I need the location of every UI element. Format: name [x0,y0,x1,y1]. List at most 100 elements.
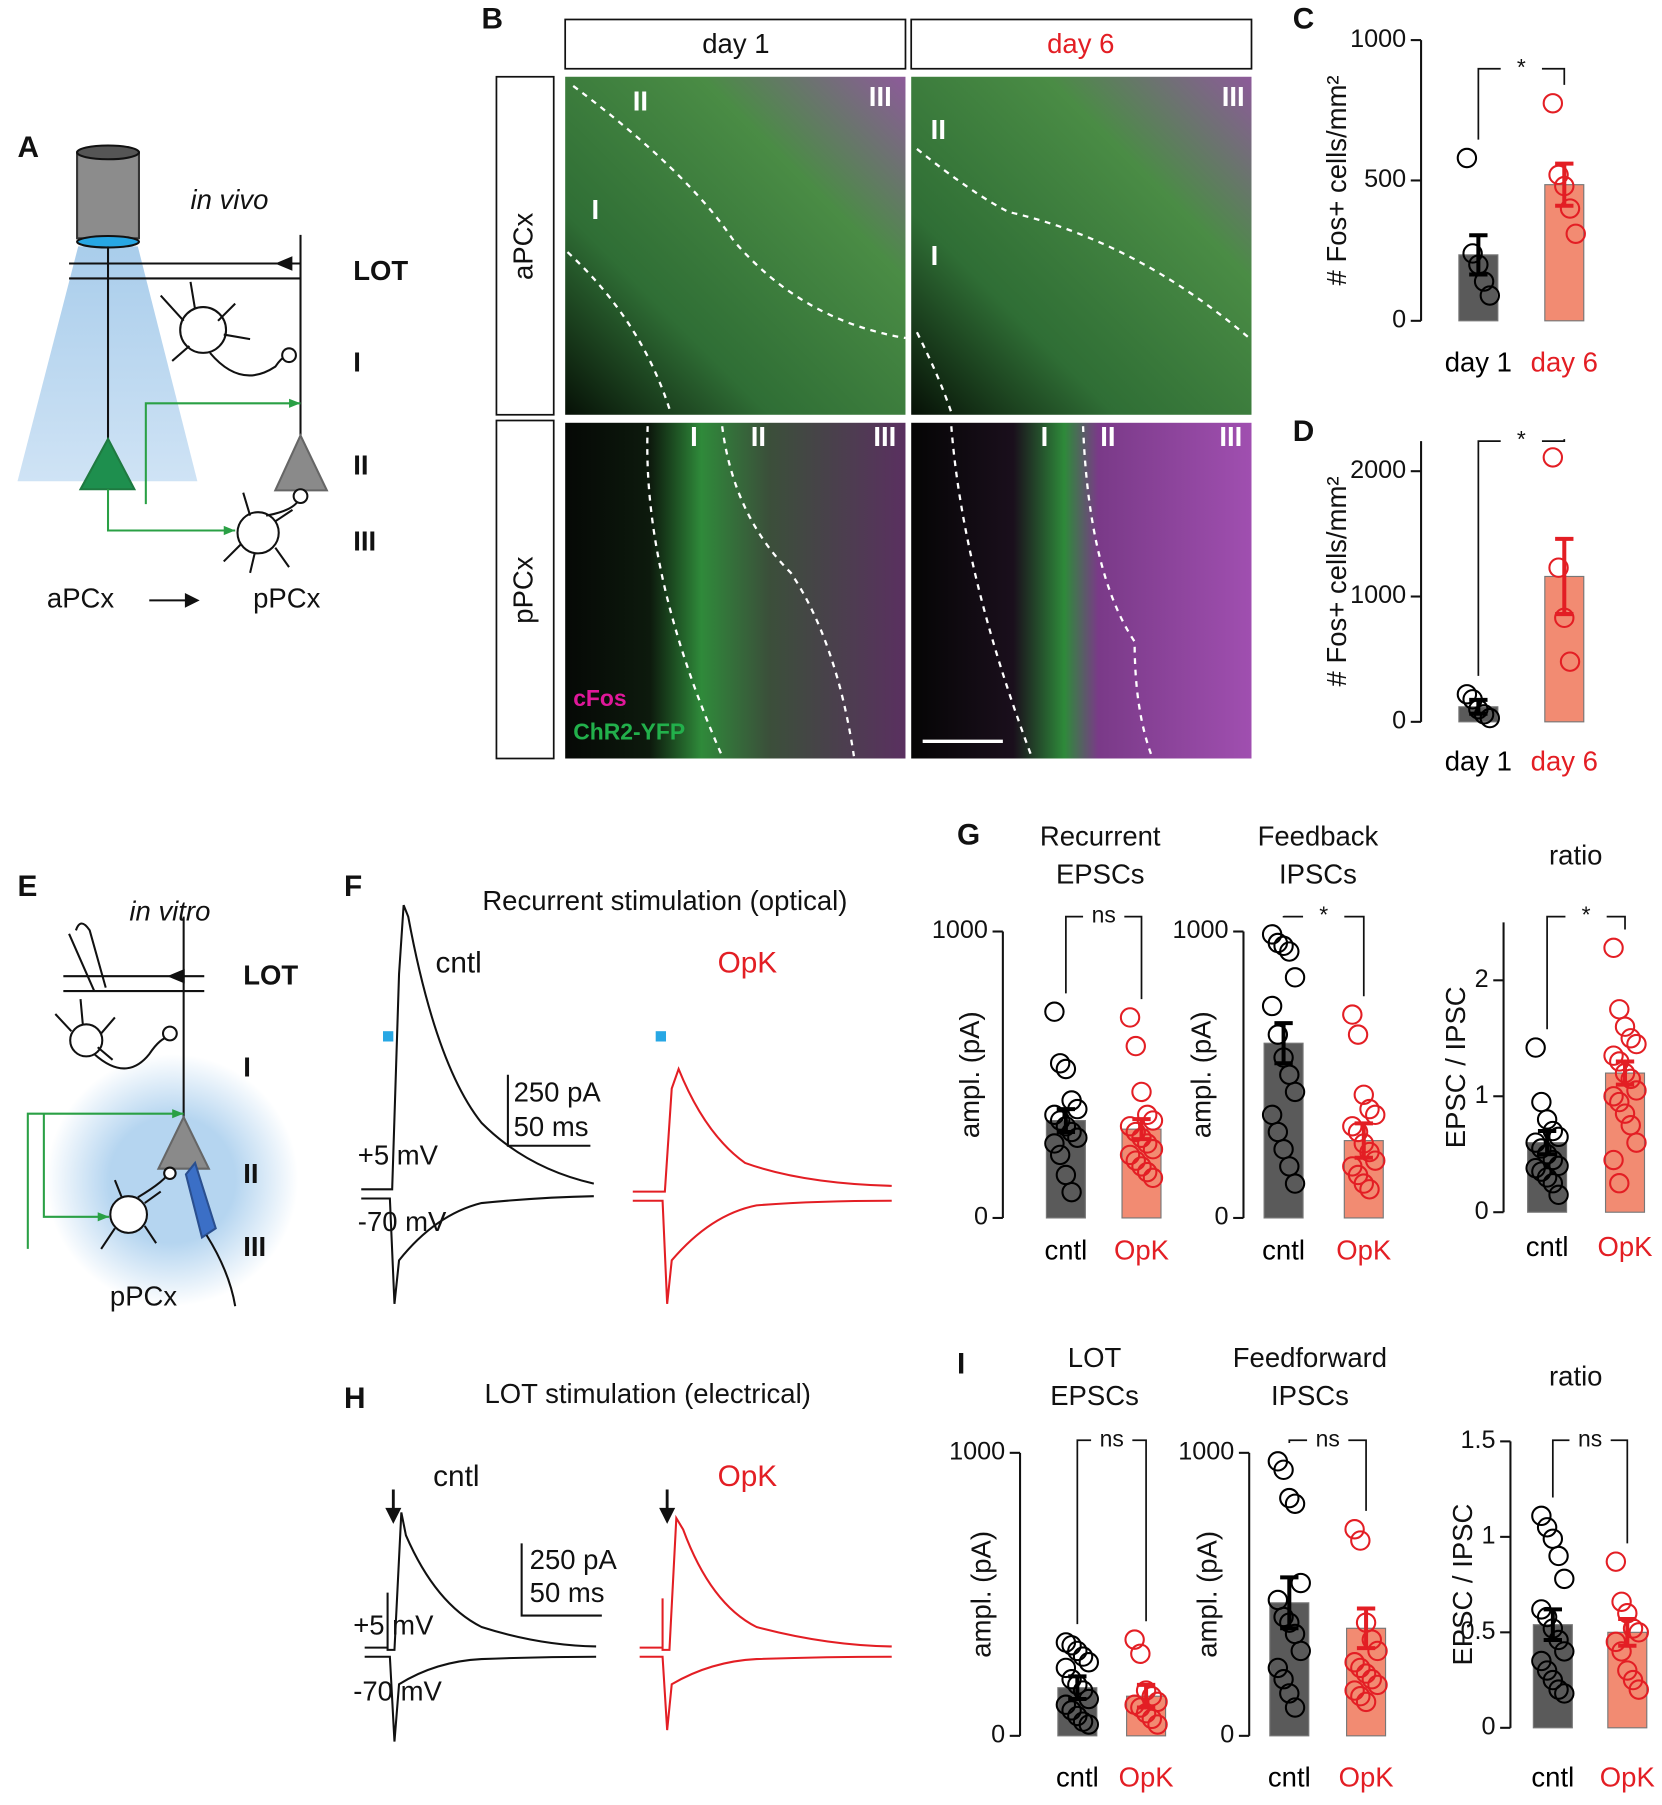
data-point [1125,1150,1146,1171]
data-point [1603,1149,1624,1171]
data-point [1141,1708,1163,1730]
error-bar [1356,1606,1376,1651]
data-point [1605,1551,1627,1572]
data-point [1603,1086,1624,1107]
data-point [1355,1691,1377,1713]
data-point [1456,147,1478,169]
data-point [1049,1110,1071,1131]
chart-title: ratio [1549,839,1602,870]
x-tick-label: cntl [1531,1762,1574,1793]
y-axis-label: ampl. (pA) [954,1011,985,1138]
data-point [1626,1033,1647,1055]
error-bar [1354,1121,1373,1160]
significance-bracket [1551,1439,1629,1544]
layer-label: I [931,240,939,271]
data-point [1131,1156,1152,1177]
y-tick-label: 0 [991,1720,1005,1748]
x-tick-label: day 6 [1531,347,1598,378]
data-point [1536,1109,1558,1130]
traces-lot [364,1489,892,1742]
data-point [1559,651,1581,672]
layer-label: III [1222,81,1245,112]
legend-label: ChR2-YFP [573,718,685,744]
data-point [1456,684,1478,705]
data-point [1359,1098,1380,1120]
y-axis-label: ampl. (pA) [1186,1011,1217,1138]
data-point [1061,1181,1082,1203]
chart-title: ratio [1549,1361,1602,1392]
data-point [1542,1528,1564,1549]
error-bar [1537,1129,1557,1157]
error-bar [1615,1059,1635,1087]
data-point [1628,1622,1649,1643]
panel-label: I [957,1348,965,1381]
data-point [1290,1640,1311,1662]
data-point [1284,1081,1306,1103]
data-point [1548,1126,1569,1148]
y-tick-label: 1000 [1350,581,1406,609]
data-point [1049,1053,1071,1074]
error-bar [1555,536,1574,617]
error-bar [1136,1682,1156,1710]
y-tick-label: 0 [1215,1203,1229,1231]
holding-label: -70 mV [358,1206,447,1237]
bar [1263,1042,1304,1219]
data-point [1049,1144,1071,1166]
y-axis-label: EPSC / IPSC [1447,1504,1478,1666]
significance-bracket [1477,439,1566,676]
y-axis-label: # Fos+ cells/mm² [1321,476,1352,686]
data-point [1611,1641,1632,1662]
panel-label: A [18,131,40,164]
y-tick-label: 0 [1220,1720,1234,1748]
holding-label: -70 mV [353,1676,442,1707]
data-point [1536,1167,1558,1188]
layer-label: III [243,1231,266,1262]
data-point [1542,93,1564,114]
y-tick-label: 500 [1364,165,1406,193]
data-point [1067,1127,1088,1148]
data-point [1603,937,1624,959]
significance-bracket [1065,915,1143,1000]
panel-label: F [344,870,362,903]
data-point [1614,1016,1636,1037]
data-point [1479,707,1501,729]
layer-label: II [633,85,648,116]
y-tick-label: 1.5 [1461,1426,1496,1454]
x-tick-label: OpK [1600,1762,1656,1793]
layer-label: LOT [243,960,298,991]
significance-bracket [1288,1439,1367,1511]
y-tick-label: 1000 [1173,916,1229,944]
data-point [1609,1091,1630,1113]
data-point [1531,1138,1552,1159]
data-point [1365,1150,1386,1171]
error-bar [1618,1616,1637,1648]
x-tick-label: day 1 [1445,347,1512,378]
data-point [1137,1133,1158,1154]
x-tick-label: cntl [1526,1231,1569,1262]
data-point [1367,1640,1388,1662]
y-axis-label: EPSC / IPSC [1440,986,1471,1148]
data-point [1462,243,1483,264]
data-point [1548,1545,1569,1567]
data-point [1267,1657,1289,1679]
data-point [1609,1173,1630,1194]
data-point [1626,1080,1647,1101]
data-point [1061,1635,1082,1656]
y-tick-label: 1 [1482,1522,1496,1550]
data-point [1273,1669,1294,1690]
data-point [1142,1139,1164,1160]
data-point [1611,1591,1632,1612]
data-point [1531,1161,1552,1182]
image-panel [495,18,1253,760]
chart-title: Feedback IPSCs [1258,821,1379,890]
data-point [1125,1035,1146,1057]
scale-label: 250 pA [530,1544,618,1575]
data-point [1273,1606,1294,1628]
x-tick-label: cntl [1262,1235,1305,1266]
data-point [1284,967,1306,988]
y-axis-label: ampl. (pA) [966,1531,997,1658]
layer-label: III [873,421,896,452]
y-tick-label: 1000 [1350,25,1406,53]
layer-label: LOT [353,255,408,286]
data-point [1361,1669,1382,1690]
